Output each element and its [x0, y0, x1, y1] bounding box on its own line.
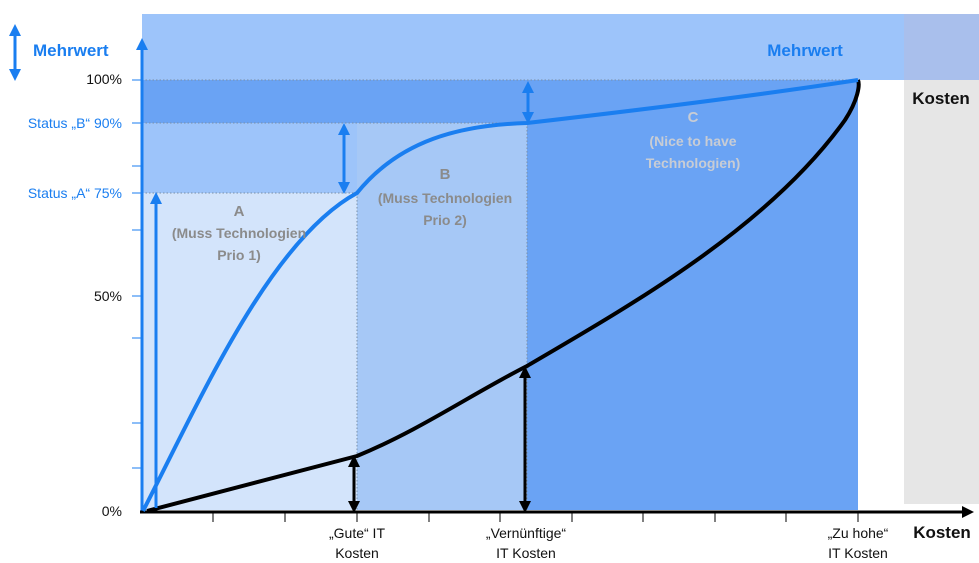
mehrwert-axis-label: Mehrwert [33, 41, 109, 60]
zone-b-title: B [440, 166, 451, 183]
y-tick-90: Status „B“ 90% [28, 115, 122, 131]
y-tick-0: 0% [102, 503, 122, 519]
zone-c-line2: Technologien) [646, 155, 741, 171]
x-label-zuhohe-2: IT Kosten [828, 545, 888, 561]
cost-curve [146, 79, 861, 513]
zone-c-title: C [688, 109, 699, 126]
y-tick-75: Status „A“ 75% [28, 185, 122, 201]
mehrwert-band-label: Mehrwert [767, 41, 843, 60]
kosten-band [904, 80, 979, 504]
x-label-gute-1: „Gute“ IT [329, 525, 385, 541]
zone-a [142, 193, 357, 510]
zone-a-line1: (Muss Technologien [172, 225, 306, 241]
x-axis-ticks [212, 512, 859, 522]
zone-c [527, 80, 858, 510]
x-label-zuhohe-1: „Zu hohe“ [828, 525, 889, 541]
zone-b-line2: Prio 2) [423, 212, 467, 228]
kosten-axis-label: Kosten [913, 523, 971, 542]
zone-c-line1: (Nice to have [649, 133, 736, 149]
zone-a-line2: Prio 1) [217, 247, 261, 263]
kosten-header [904, 14, 979, 80]
y-axis-ticks [132, 79, 142, 469]
y-tick-50: 50% [94, 288, 122, 304]
zone-b-line1: (Muss Technologien [378, 190, 512, 206]
zone-a-title: A [234, 203, 245, 220]
mehrwert-band [142, 14, 904, 80]
value-curve [141, 78, 859, 512]
y-tick-100: 100% [86, 71, 122, 87]
x-label-vernuenftige-1: „Vernünftige“ [486, 525, 566, 541]
kosten-side-label: Kosten [912, 89, 970, 108]
x-label-vernuenftige-2: IT Kosten [496, 545, 556, 561]
x-label-gute-2: Kosten [335, 545, 379, 561]
